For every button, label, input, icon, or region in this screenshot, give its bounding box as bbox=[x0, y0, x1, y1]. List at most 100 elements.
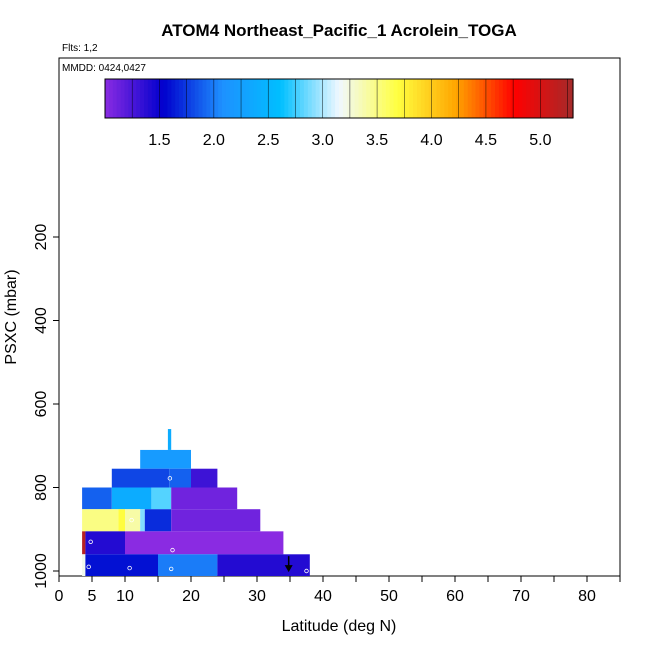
heatmap-cell bbox=[125, 531, 284, 555]
colorbar-segment bbox=[420, 79, 426, 118]
colorbar-segment bbox=[296, 79, 301, 118]
date-label: MMDD: 0424,0427 bbox=[62, 63, 146, 74]
colorbar-tick-label: 3.0 bbox=[312, 132, 334, 149]
colorbar-segment bbox=[463, 79, 469, 118]
colorbar-segment bbox=[370, 79, 375, 118]
colorbar-segment bbox=[456, 79, 461, 118]
colorbar-segment bbox=[541, 79, 547, 118]
y-tick-label: 1000 bbox=[33, 553, 50, 589]
colorbar-segment bbox=[120, 79, 126, 118]
colorbar-segment bbox=[245, 79, 250, 118]
colorbar-segment bbox=[175, 79, 180, 118]
colorbar-segment bbox=[159, 79, 165, 118]
colorbar-segment bbox=[498, 79, 504, 118]
colorbar-segment bbox=[300, 79, 305, 118]
colorbar-tick-label: 2.5 bbox=[257, 132, 279, 149]
x-tick-label: 80 bbox=[578, 588, 596, 605]
heatmap-cell bbox=[82, 509, 119, 532]
x-axis: 0 5 10 20 30 40 50 60 70 80 bbox=[55, 576, 621, 605]
colorbar-segment bbox=[409, 79, 414, 118]
heatmap-cell bbox=[118, 509, 125, 532]
colorbar-segment bbox=[237, 79, 243, 118]
colorbar-segment bbox=[491, 79, 496, 118]
colorbar-segment bbox=[327, 79, 332, 118]
sample-point bbox=[86, 564, 91, 570]
colorbar-segment bbox=[342, 79, 348, 118]
colorbar-segment bbox=[393, 79, 399, 118]
colorbar-segment bbox=[315, 79, 321, 118]
heatmap-cell bbox=[140, 449, 191, 469]
colorbar-segment bbox=[179, 79, 184, 118]
colorbar-segment bbox=[147, 79, 153, 118]
sample-point bbox=[167, 476, 173, 481]
colorbar-segment bbox=[444, 79, 449, 118]
colorbar-segment bbox=[218, 79, 223, 118]
colorbar-segment bbox=[401, 79, 406, 118]
y-tick-label: 800 bbox=[33, 474, 50, 501]
colorbar-segment bbox=[112, 79, 118, 118]
colorbar-segment bbox=[526, 79, 531, 118]
colorbar-segment bbox=[354, 79, 360, 118]
colorbar-tick-label: 5.0 bbox=[529, 132, 551, 149]
colorbar-ticks: 1.5 2.0 2.5 3.0 3.5 4.0 4.5 5.0 bbox=[131, 79, 568, 149]
colorbar-segment bbox=[303, 79, 309, 118]
heatmap-cell bbox=[140, 509, 145, 532]
colorbar-segment bbox=[210, 79, 215, 118]
arrow-head bbox=[284, 565, 293, 573]
heatmap-cell bbox=[158, 554, 218, 576]
sample-point bbox=[88, 539, 93, 544]
heatmap-cell bbox=[82, 531, 86, 555]
colorbar-segment bbox=[190, 79, 196, 118]
colorbar-segment bbox=[358, 79, 363, 118]
flights-label: Flts: 1,2 bbox=[62, 43, 98, 54]
colorbar-segment bbox=[151, 79, 157, 118]
colorbar-segment bbox=[424, 79, 430, 118]
colorbar-segment bbox=[428, 79, 434, 118]
colorbar-segment bbox=[202, 79, 207, 118]
colorbar-segment bbox=[128, 79, 133, 118]
colorbar-segment bbox=[479, 79, 484, 118]
colorbar-segment bbox=[553, 79, 558, 118]
colorbar-segment bbox=[557, 79, 562, 118]
heatmap-cell bbox=[217, 554, 310, 576]
heatmap-cell bbox=[151, 487, 172, 510]
colorbar-segment bbox=[307, 79, 313, 118]
colorbar-segment bbox=[323, 79, 328, 118]
colorbar-segment bbox=[288, 79, 293, 118]
sample-point bbox=[168, 566, 174, 572]
colorbar-segment bbox=[569, 79, 574, 118]
y-axis: 200 400 600 800 1000 bbox=[33, 224, 59, 589]
colorbar-segment bbox=[339, 79, 344, 118]
x-tick-label: 70 bbox=[512, 588, 530, 605]
colorbar-segment bbox=[459, 79, 465, 118]
colorbar-segment bbox=[452, 79, 457, 118]
heatmap-cell bbox=[82, 487, 112, 510]
colorbar-tick-label: 2.0 bbox=[203, 132, 225, 149]
colorbar-segment bbox=[440, 79, 445, 118]
colorbar-segment bbox=[116, 79, 122, 118]
colorbar-segment bbox=[448, 79, 453, 118]
colorbar-segment bbox=[225, 79, 231, 118]
colorbar-segment bbox=[140, 79, 145, 118]
sample-point bbox=[129, 517, 134, 523]
heatmap-cell bbox=[85, 531, 125, 555]
x-tick-label: 5 bbox=[88, 588, 97, 605]
colorbar-border bbox=[104, 78, 574, 119]
heatmap-cell bbox=[82, 554, 86, 576]
colorbar-segment bbox=[257, 79, 262, 118]
colorbar-segment bbox=[417, 79, 422, 118]
colorbar-segment bbox=[487, 79, 492, 118]
colorbar-segment bbox=[214, 79, 219, 118]
x-tick-label: 50 bbox=[380, 588, 398, 605]
colorbar-segment bbox=[249, 79, 254, 118]
colorbar-segment bbox=[144, 79, 149, 118]
y-tick-label: 400 bbox=[33, 307, 50, 334]
x-tick-label: 60 bbox=[446, 588, 464, 605]
x-tick-label: 40 bbox=[314, 588, 332, 605]
heatmap-cell bbox=[144, 509, 172, 532]
heatmap-cell bbox=[171, 509, 261, 532]
x-tick-label: 0 bbox=[55, 588, 64, 605]
heatmap-cell bbox=[85, 554, 158, 576]
colorbar-segment bbox=[186, 79, 192, 118]
colorbar-segment bbox=[276, 79, 282, 118]
